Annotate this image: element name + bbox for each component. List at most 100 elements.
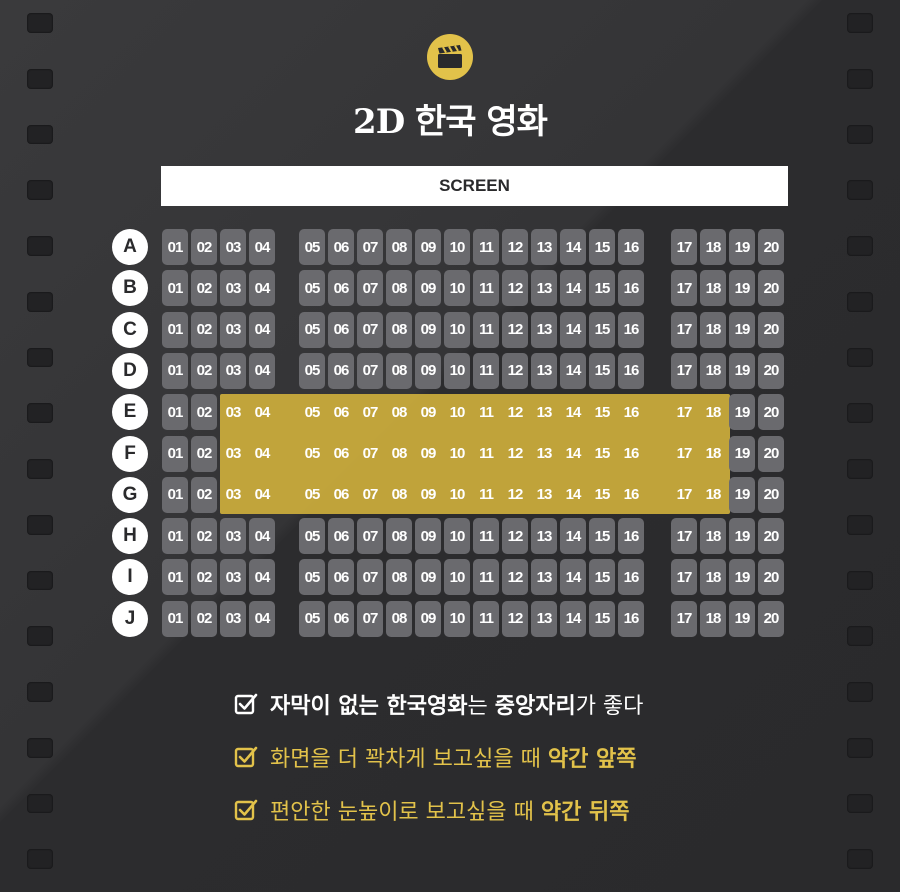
- seat-f-14[interactable]: 14: [565, 445, 582, 462]
- seat-j-11[interactable]: 11: [473, 600, 499, 637]
- seat-a-18[interactable]: 18: [700, 229, 726, 265]
- seat-e-07[interactable]: 07: [362, 403, 379, 421]
- seat-a-07[interactable]: 07: [357, 229, 383, 265]
- seat-h-06[interactable]: 06: [328, 518, 354, 555]
- seat-i-17[interactable]: 17: [671, 559, 697, 596]
- seat-c-14[interactable]: 14: [560, 311, 586, 348]
- seat-g-03[interactable]: 03: [225, 486, 242, 504]
- seat-i-12[interactable]: 12: [502, 559, 528, 596]
- seat-c-13[interactable]: 13: [531, 311, 557, 348]
- seat-b-08[interactable]: 08: [386, 270, 412, 307]
- seat-c-10[interactable]: 10: [444, 311, 470, 348]
- seat-j-15[interactable]: 15: [589, 600, 615, 637]
- seat-b-15[interactable]: 15: [589, 270, 615, 307]
- seat-c-06[interactable]: 06: [328, 311, 354, 348]
- seat-a-04[interactable]: 04: [249, 229, 275, 265]
- seat-f-18[interactable]: 18: [705, 445, 722, 462]
- seat-d-20[interactable]: 20: [758, 352, 784, 389]
- seat-j-10[interactable]: 10: [444, 600, 470, 637]
- seat-b-10[interactable]: 10: [444, 270, 470, 307]
- seat-e-01[interactable]: 01: [162, 394, 188, 431]
- seat-f-19[interactable]: 19: [729, 435, 755, 472]
- seat-d-14[interactable]: 14: [560, 352, 586, 389]
- seat-i-11[interactable]: 11: [473, 559, 499, 596]
- seat-g-14[interactable]: 14: [565, 486, 582, 504]
- seat-f-07[interactable]: 07: [362, 445, 379, 462]
- seat-c-04[interactable]: 04: [249, 311, 275, 348]
- seat-i-13[interactable]: 13: [531, 559, 557, 596]
- seat-i-16[interactable]: 16: [618, 559, 644, 596]
- seat-d-12[interactable]: 12: [502, 352, 528, 389]
- seat-i-18[interactable]: 18: [700, 559, 726, 596]
- seat-h-14[interactable]: 14: [560, 518, 586, 555]
- seat-d-18[interactable]: 18: [700, 352, 726, 389]
- seat-i-19[interactable]: 19: [729, 559, 755, 596]
- seat-c-02[interactable]: 02: [191, 311, 217, 348]
- seat-g-16[interactable]: 16: [623, 486, 640, 504]
- seat-f-13[interactable]: 13: [536, 445, 553, 462]
- seat-j-08[interactable]: 08: [386, 600, 412, 637]
- seat-j-07[interactable]: 07: [357, 600, 383, 637]
- seat-a-03[interactable]: 03: [220, 229, 246, 265]
- seat-b-07[interactable]: 07: [357, 270, 383, 307]
- seat-h-18[interactable]: 18: [700, 518, 726, 555]
- seat-j-03[interactable]: 03: [220, 600, 246, 637]
- seat-a-14[interactable]: 14: [560, 229, 586, 265]
- seat-b-20[interactable]: 20: [758, 270, 784, 307]
- seat-g-19[interactable]: 19: [729, 476, 755, 513]
- seat-d-09[interactable]: 09: [415, 352, 441, 389]
- seat-e-10[interactable]: 10: [449, 403, 466, 421]
- seat-f-12[interactable]: 12: [507, 445, 524, 462]
- seat-b-02[interactable]: 02: [191, 270, 217, 307]
- seat-g-07[interactable]: 07: [362, 486, 379, 504]
- seat-a-05[interactable]: 05: [299, 229, 325, 265]
- seat-j-13[interactable]: 13: [531, 600, 557, 637]
- seat-c-16[interactable]: 16: [618, 311, 644, 348]
- seat-j-18[interactable]: 18: [700, 600, 726, 637]
- seat-d-19[interactable]: 19: [729, 352, 755, 389]
- seat-b-14[interactable]: 14: [560, 270, 586, 307]
- seat-i-10[interactable]: 10: [444, 559, 470, 596]
- seat-a-01[interactable]: 01: [162, 229, 188, 265]
- seat-d-17[interactable]: 17: [671, 352, 697, 389]
- seat-f-11[interactable]: 11: [479, 445, 494, 462]
- seat-h-05[interactable]: 05: [299, 518, 325, 555]
- seat-h-11[interactable]: 11: [473, 518, 499, 555]
- seat-j-06[interactable]: 06: [328, 600, 354, 637]
- seat-b-11[interactable]: 11: [473, 270, 499, 307]
- seat-j-04[interactable]: 04: [249, 600, 275, 637]
- seat-e-16[interactable]: 16: [623, 403, 640, 421]
- seat-f-20[interactable]: 20: [758, 435, 784, 472]
- seat-e-05[interactable]: 05: [304, 403, 321, 421]
- seat-i-14[interactable]: 14: [560, 559, 586, 596]
- seat-e-13[interactable]: 13: [536, 403, 553, 421]
- seat-i-02[interactable]: 02: [191, 559, 217, 596]
- seat-c-19[interactable]: 19: [729, 311, 755, 348]
- seat-c-09[interactable]: 09: [415, 311, 441, 348]
- seat-g-10[interactable]: 10: [449, 486, 466, 504]
- seat-d-07[interactable]: 07: [357, 352, 383, 389]
- seat-d-05[interactable]: 05: [299, 352, 325, 389]
- seat-a-09[interactable]: 09: [415, 229, 441, 265]
- seat-i-04[interactable]: 04: [249, 559, 275, 596]
- seat-h-17[interactable]: 17: [671, 518, 697, 555]
- seat-j-16[interactable]: 16: [618, 600, 644, 637]
- seat-j-12[interactable]: 12: [502, 600, 528, 637]
- seat-b-19[interactable]: 19: [729, 270, 755, 307]
- seat-d-01[interactable]: 01: [162, 352, 188, 389]
- seat-b-03[interactable]: 03: [220, 270, 246, 307]
- seat-d-11[interactable]: 11: [473, 352, 499, 389]
- seat-f-08[interactable]: 08: [391, 445, 408, 462]
- seat-a-02[interactable]: 02: [191, 229, 217, 265]
- seat-h-19[interactable]: 19: [729, 518, 755, 555]
- seat-h-10[interactable]: 10: [444, 518, 470, 555]
- seat-f-04[interactable]: 04: [254, 445, 271, 462]
- seat-b-09[interactable]: 09: [415, 270, 441, 307]
- seat-g-17[interactable]: 17: [676, 486, 693, 504]
- seat-j-05[interactable]: 05: [299, 600, 325, 637]
- seat-d-03[interactable]: 03: [220, 352, 246, 389]
- seat-g-02[interactable]: 02: [191, 476, 217, 513]
- seat-c-01[interactable]: 01: [162, 311, 188, 348]
- seat-j-09[interactable]: 09: [415, 600, 441, 637]
- seat-g-11[interactable]: 11: [479, 486, 494, 504]
